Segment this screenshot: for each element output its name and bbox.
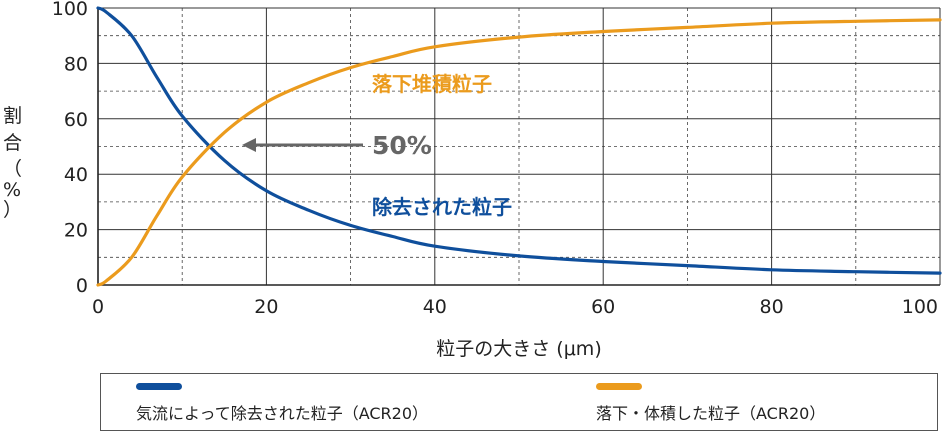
legend-label-settled: 落下・体積した粒子（ACR20） xyxy=(596,404,826,423)
series-lines xyxy=(96,6,942,287)
y-tick-label: 40 xyxy=(64,164,88,186)
y-tick-label: 60 xyxy=(64,109,88,131)
y-axis-label-char: % xyxy=(3,179,22,201)
y-axis-label-char: 合 xyxy=(3,132,23,154)
line-chart: 0 20 40 60 80 100 0 20 40 60 80 100 50% 落下堆積粒子 除去され… xyxy=(52,0,942,360)
legend-item-settled: 落下・体積した粒子（ACR20） xyxy=(596,383,825,424)
y-axis-label-char: 割 xyxy=(3,105,23,127)
legend-swatch-orange xyxy=(596,383,642,390)
annotation-settled-particles: 落下堆積粒子 xyxy=(372,72,492,96)
series-line-removed xyxy=(96,6,942,275)
legend-swatch-blue xyxy=(136,383,182,390)
x-tick-label: 0 xyxy=(92,296,104,318)
x-axis-label: 粒子の大きさ (μm) xyxy=(436,338,601,360)
y-tick-label: 80 xyxy=(64,53,88,75)
legend: 気流によって除去された粒子（ACR20） 落下・体積した粒子（ACR20） xyxy=(100,373,938,431)
annotation-50pct: 50% xyxy=(242,131,432,160)
annotation-50pct-label: 50% xyxy=(372,131,432,160)
annotation-arrowhead-icon xyxy=(242,138,256,152)
legend-label-removed: 気流によって除去された粒子（ACR20） xyxy=(136,404,429,423)
legend-item-removed: 気流によって除去された粒子（ACR20） xyxy=(136,383,428,424)
series-line-settled xyxy=(96,18,942,287)
y-tick-label: 0 xyxy=(76,275,88,297)
annotation-removed-particles: 除去された粒子 xyxy=(372,195,512,219)
y-tick-label: 20 xyxy=(64,220,88,242)
x-tick-label: 60 xyxy=(591,296,615,318)
x-tick-label: 80 xyxy=(760,296,784,318)
y-tick-label: 100 xyxy=(52,0,88,20)
y-axis-label-char: （ xyxy=(3,158,23,180)
x-tick-label: 100 xyxy=(902,296,938,318)
x-tick-label: 20 xyxy=(254,296,278,318)
x-tick-label: 40 xyxy=(423,296,447,318)
tick-labels: 0 20 40 60 80 100 0 20 40 60 80 100 xyxy=(52,0,938,318)
y-axis-label-char: ） xyxy=(3,199,23,221)
grid xyxy=(97,7,941,286)
